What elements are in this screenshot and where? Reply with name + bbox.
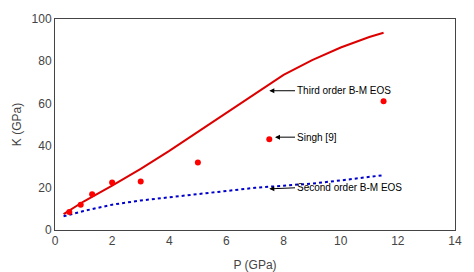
svg-text:K (GPa): K (GPa)	[10, 103, 24, 146]
svg-text:20: 20	[38, 181, 52, 195]
svg-text:100: 100	[32, 12, 52, 26]
svg-text:80: 80	[38, 54, 52, 68]
svg-text:Second order B-M EOS: Second order B-M EOS	[297, 182, 402, 193]
svg-text:40: 40	[38, 139, 52, 153]
svg-text:0: 0	[52, 234, 59, 248]
svg-text:0: 0	[45, 223, 52, 237]
svg-text:6: 6	[223, 234, 230, 248]
svg-text:60: 60	[38, 97, 52, 111]
svg-text:8: 8	[280, 234, 287, 248]
svg-text:Singh [9]: Singh [9]	[297, 132, 337, 143]
svg-text:12: 12	[391, 234, 405, 248]
svg-text:10: 10	[334, 234, 348, 248]
svg-text:4: 4	[166, 234, 173, 248]
svg-text:Third order B-M EOS: Third order B-M EOS	[297, 85, 391, 96]
svg-text:2: 2	[109, 234, 116, 248]
svg-text:14: 14	[448, 234, 462, 248]
svg-text:P (GPa): P (GPa)	[233, 258, 276, 272]
